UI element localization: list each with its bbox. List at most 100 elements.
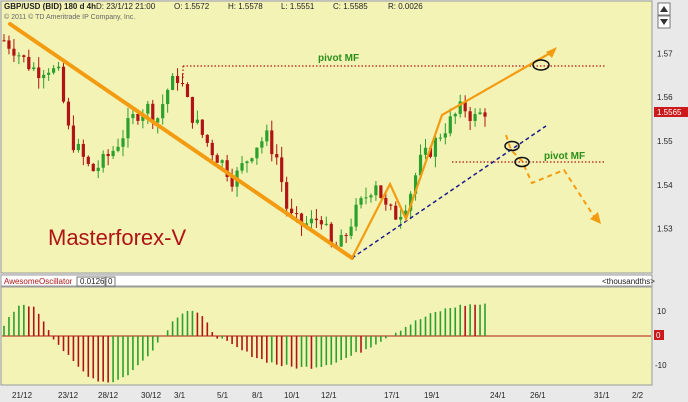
candle-body bbox=[175, 75, 180, 83]
candle-body bbox=[101, 153, 105, 168]
price-tick-3: 1.54 bbox=[657, 181, 673, 190]
candle-body bbox=[61, 66, 66, 102]
pivot-label-lower: pivot MF bbox=[544, 151, 585, 162]
osc-tick-10: 10 bbox=[657, 307, 666, 316]
candle-body bbox=[478, 112, 482, 115]
watermark-label: Masterforex-V bbox=[48, 225, 186, 250]
header-date: D: 23/1/12 21:00 bbox=[96, 2, 156, 11]
candle-body bbox=[106, 153, 110, 157]
candle-body bbox=[190, 96, 195, 123]
date-label-0: 21/12 bbox=[12, 391, 33, 400]
candle-body bbox=[91, 163, 95, 172]
candle-body bbox=[2, 40, 6, 42]
oscillator-extra: 0 bbox=[108, 277, 113, 286]
header-change: R: 0.0026 bbox=[388, 2, 423, 11]
candle-body bbox=[473, 114, 477, 121]
candle-body bbox=[51, 68, 56, 73]
candle-body bbox=[66, 101, 71, 126]
date-label-2: 28/12 bbox=[98, 391, 119, 400]
date-label-5: 5/1 bbox=[217, 391, 229, 400]
current-price-label: 1.5565 bbox=[657, 108, 682, 117]
candle-body bbox=[280, 157, 284, 183]
candle-body bbox=[161, 104, 165, 119]
candle-body bbox=[418, 154, 423, 176]
candle-body bbox=[71, 125, 76, 151]
oscillator-ticks: 10 0 -10 bbox=[654, 307, 667, 370]
date-label-7: 10/1 bbox=[284, 391, 300, 400]
price-panel bbox=[0, 0, 653, 274]
candle-body bbox=[329, 223, 333, 246]
osc-zero-tag bbox=[654, 330, 664, 340]
candle-body bbox=[399, 216, 403, 220]
candle-body bbox=[131, 114, 135, 119]
date-label-8: 12/1 bbox=[321, 391, 337, 400]
candle-body bbox=[354, 204, 358, 227]
marker-pivot-test bbox=[514, 156, 530, 168]
candle-body bbox=[170, 75, 175, 90]
candle-body bbox=[240, 163, 244, 171]
date-label-12: 26/1 bbox=[530, 391, 546, 400]
price-tick-0: 1.57 bbox=[657, 49, 673, 58]
date-label-3: 30/12 bbox=[141, 391, 162, 400]
chart-scroll-controls[interactable] bbox=[657, 2, 671, 29]
current-price-tag bbox=[654, 107, 688, 117]
date-label-4: 3/1 bbox=[174, 391, 186, 400]
candle-body bbox=[76, 143, 80, 151]
date-axis: 21/12 23/12 28/12 30/12 3/1 5/1 8/1 10/1 12/1 17/… bbox=[12, 391, 644, 400]
price-axis bbox=[653, 1, 687, 273]
candle-body bbox=[116, 146, 120, 151]
pivot-label-upper: pivot MF bbox=[318, 53, 359, 64]
candle-body bbox=[463, 101, 467, 112]
candle-body bbox=[37, 67, 41, 79]
candle-body bbox=[96, 167, 100, 172]
arrow-down-icon bbox=[660, 19, 668, 25]
candle-body bbox=[12, 48, 16, 56]
candle-body bbox=[42, 74, 46, 79]
candle-body bbox=[349, 226, 353, 236]
price-tick-2: 1.55 bbox=[657, 137, 673, 146]
candle-body bbox=[81, 143, 85, 157]
candle-body bbox=[389, 204, 393, 206]
oscillator-extra-box bbox=[105, 276, 116, 287]
symbol-label: GBP/USD (BID) 180 d 4h bbox=[4, 2, 96, 11]
candle-body bbox=[250, 158, 254, 162]
candle-body bbox=[483, 112, 487, 117]
header-bar: GBP/USD (BID) 180 d 4h D: 23/1/12 21:00 … bbox=[4, 2, 423, 21]
candle-body bbox=[404, 210, 408, 217]
candle-body bbox=[458, 101, 462, 114]
candle-body bbox=[27, 56, 31, 70]
candle-body bbox=[47, 72, 51, 75]
candle-body bbox=[453, 113, 457, 117]
candle-body bbox=[22, 55, 26, 57]
date-label-13: 31/1 bbox=[594, 391, 610, 400]
date-label-10: 19/1 bbox=[424, 391, 440, 400]
date-label-14: 2/2 bbox=[632, 391, 644, 400]
candle-body bbox=[185, 84, 190, 97]
candle-body bbox=[374, 185, 378, 196]
target-marker-upper bbox=[532, 59, 550, 71]
candle-body bbox=[215, 155, 219, 163]
candle-body bbox=[339, 235, 343, 247]
copyright-label: © 2011 © TD Ameritrade IP Company, Inc. bbox=[4, 13, 135, 21]
candle-body bbox=[195, 119, 199, 123]
candle-body bbox=[423, 147, 428, 155]
date-label-1: 23/12 bbox=[58, 391, 79, 400]
candle-body bbox=[384, 197, 388, 205]
candle-body bbox=[136, 114, 140, 121]
candle-body bbox=[438, 137, 442, 139]
candle-body bbox=[230, 176, 234, 187]
date-label-9: 17/1 bbox=[384, 391, 400, 400]
candle-body bbox=[156, 118, 160, 123]
candle-body bbox=[369, 195, 373, 198]
oscillator-value: 0.0126 bbox=[80, 277, 105, 286]
candle-body bbox=[265, 130, 269, 142]
candle-body bbox=[166, 89, 170, 105]
price-tick-4: 1.53 bbox=[657, 225, 673, 234]
candle-body bbox=[225, 160, 229, 177]
candle-body bbox=[364, 197, 368, 199]
candle-body bbox=[111, 150, 115, 157]
candle-body bbox=[32, 67, 36, 70]
candle-body bbox=[299, 213, 304, 226]
